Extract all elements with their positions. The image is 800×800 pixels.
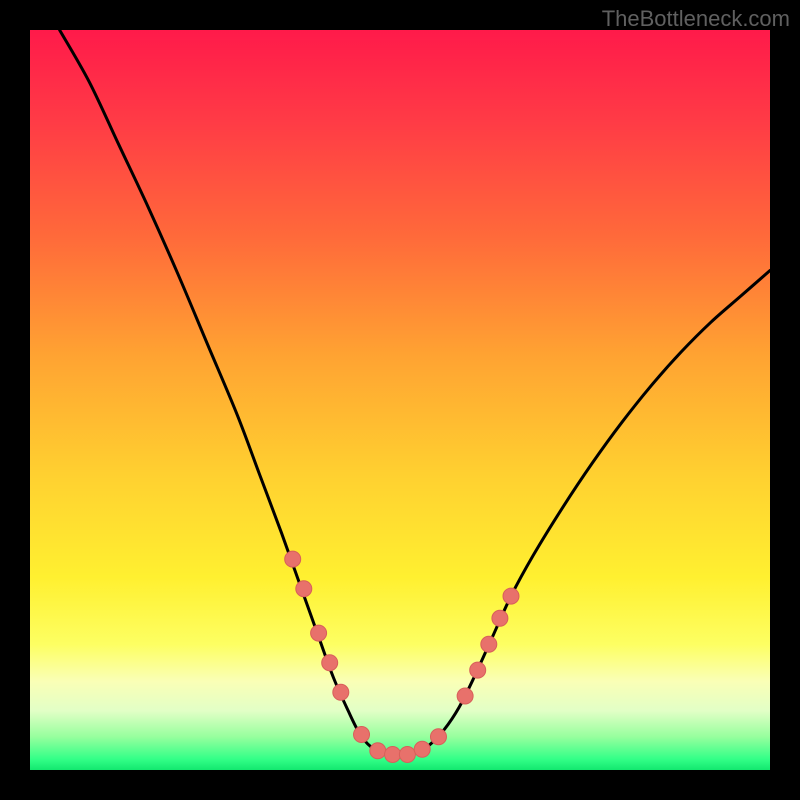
marker-dot xyxy=(370,743,386,759)
marker-dot xyxy=(503,588,519,604)
marker-dot xyxy=(296,581,312,597)
plot-area xyxy=(30,30,770,770)
marker-dot xyxy=(481,636,497,652)
marker-dot xyxy=(322,655,338,671)
marker-dot xyxy=(385,746,401,762)
curve-layer xyxy=(30,30,770,770)
marker-dot xyxy=(285,551,301,567)
chart-stage: { "watermark": { "text": "TheBottleneck.… xyxy=(0,0,800,800)
marker-dot xyxy=(354,726,370,742)
marker-dot xyxy=(492,610,508,626)
marker-dot xyxy=(333,684,349,700)
watermark-text: TheBottleneck.com xyxy=(602,6,790,32)
bottleneck-curve xyxy=(60,30,770,755)
marker-dot xyxy=(414,741,430,757)
marker-dot xyxy=(399,746,415,762)
marker-dot xyxy=(311,625,327,641)
marker-dot xyxy=(430,729,446,745)
marker-dot xyxy=(457,688,473,704)
marker-dot xyxy=(470,662,486,678)
